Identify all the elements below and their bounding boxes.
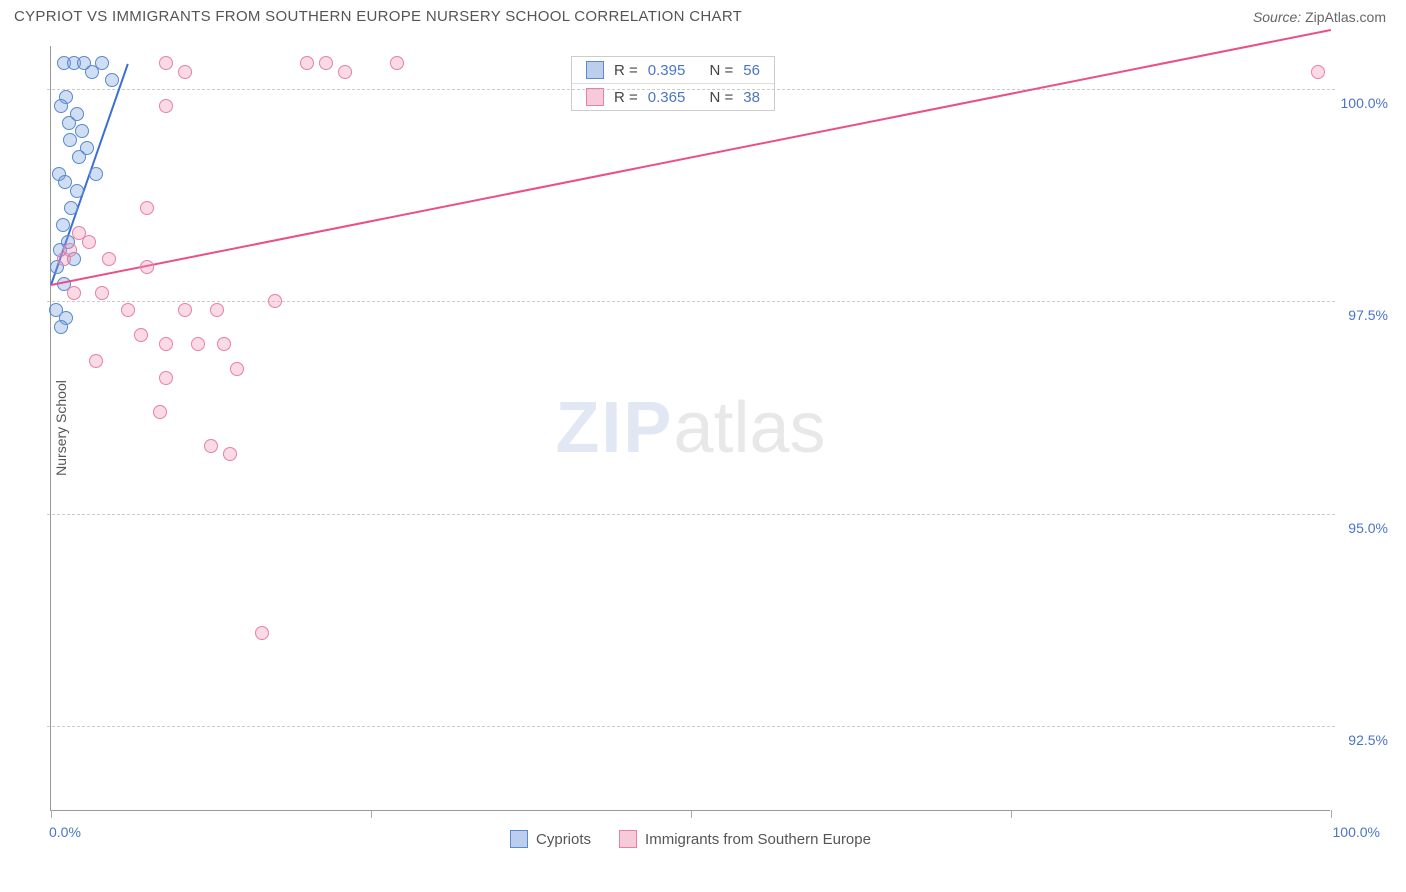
x-tick: [1011, 810, 1012, 818]
scatter-point: [255, 626, 269, 640]
source-attribution: Source: ZipAtlas.com: [1253, 9, 1386, 25]
scatter-point: [178, 65, 192, 79]
r-value: 0.395: [648, 62, 686, 79]
x-tick: [51, 810, 52, 818]
scatter-point: [159, 99, 173, 113]
r-label: R =: [614, 89, 638, 106]
scatter-point: [67, 286, 81, 300]
swatch-blue: [586, 61, 604, 79]
scatter-point: [95, 56, 109, 70]
stats-row-immigrants: R = 0.365 N = 38: [572, 83, 774, 110]
x-tick: [691, 810, 692, 818]
scatter-point: [210, 303, 224, 317]
y-axis-label: Nursery School: [53, 380, 69, 476]
scatter-point: [217, 337, 231, 351]
scatter-point: [268, 294, 282, 308]
y-tick-label: 95.0%: [1348, 520, 1388, 536]
scatter-point: [102, 252, 116, 266]
scatter-point: [140, 201, 154, 215]
scatter-point: [62, 116, 76, 130]
chart-title: CYPRIOT VS IMMIGRANTS FROM SOUTHERN EURO…: [14, 8, 742, 25]
scatter-point: [134, 328, 148, 342]
gridline: [47, 89, 1335, 90]
n-value: 56: [743, 62, 760, 79]
scatter-point: [56, 218, 70, 232]
scatter-point: [159, 371, 173, 385]
gridline: [47, 726, 1335, 727]
scatter-point: [95, 286, 109, 300]
scatter-point: [204, 439, 218, 453]
scatter-point: [1311, 65, 1325, 79]
watermark-zip: ZIP: [555, 388, 673, 468]
header: CYPRIOT VS IMMIGRANTS FROM SOUTHERN EURO…: [0, 0, 1406, 29]
swatch-pink: [586, 88, 604, 106]
scatter-point: [80, 141, 94, 155]
scatter-point: [178, 303, 192, 317]
scatter-point: [390, 56, 404, 70]
n-label: N =: [709, 62, 733, 79]
scatter-point: [54, 320, 68, 334]
scatter-point: [230, 362, 244, 376]
scatter-point: [105, 73, 119, 87]
gridline: [47, 301, 1335, 302]
scatter-point: [338, 65, 352, 79]
scatter-chart: Nursery School ZIPatlas R = 0.395 N = 56…: [50, 46, 1330, 811]
x-tick: [1331, 810, 1332, 818]
legend-label: Immigrants from Southern Europe: [645, 831, 871, 848]
scatter-point: [319, 56, 333, 70]
scatter-point: [153, 405, 167, 419]
gridline: [47, 514, 1335, 515]
watermark: ZIPatlas: [555, 387, 825, 469]
legend-item-immigrants: Immigrants from Southern Europe: [619, 830, 871, 848]
scatter-point: [64, 201, 78, 215]
scatter-point: [159, 56, 173, 70]
source-value: ZipAtlas.com: [1305, 9, 1386, 25]
scatter-point: [140, 260, 154, 274]
r-value: 0.365: [648, 89, 686, 106]
legend-label: Cypriots: [536, 831, 591, 848]
swatch-pink: [619, 830, 637, 848]
scatter-point: [63, 133, 77, 147]
r-label: R =: [614, 62, 638, 79]
scatter-point: [54, 99, 68, 113]
y-tick-label: 92.5%: [1348, 732, 1388, 748]
source-label: Source:: [1253, 9, 1301, 25]
legend-item-cypriots: Cypriots: [510, 830, 591, 848]
watermark-atlas: atlas: [673, 388, 825, 468]
y-tick-label: 100.0%: [1341, 95, 1388, 111]
scatter-point: [57, 252, 71, 266]
n-value: 38: [743, 89, 760, 106]
n-label: N =: [709, 89, 733, 106]
scatter-point: [159, 337, 173, 351]
scatter-point: [191, 337, 205, 351]
legend: Cypriots Immigrants from Southern Europe: [51, 830, 1330, 848]
x-axis-max-label: 100.0%: [1333, 824, 1380, 840]
swatch-blue: [510, 830, 528, 848]
correlation-stats-box: R = 0.395 N = 56 R = 0.365 N = 38: [571, 56, 775, 111]
x-tick: [371, 810, 372, 818]
scatter-point: [89, 354, 103, 368]
scatter-point: [75, 124, 89, 138]
scatter-point: [72, 226, 86, 240]
scatter-point: [89, 167, 103, 181]
scatter-point: [223, 447, 237, 461]
scatter-point: [300, 56, 314, 70]
stats-row-cypriots: R = 0.395 N = 56: [572, 57, 774, 83]
y-tick-label: 97.5%: [1348, 307, 1388, 323]
scatter-point: [121, 303, 135, 317]
scatter-point: [70, 184, 84, 198]
